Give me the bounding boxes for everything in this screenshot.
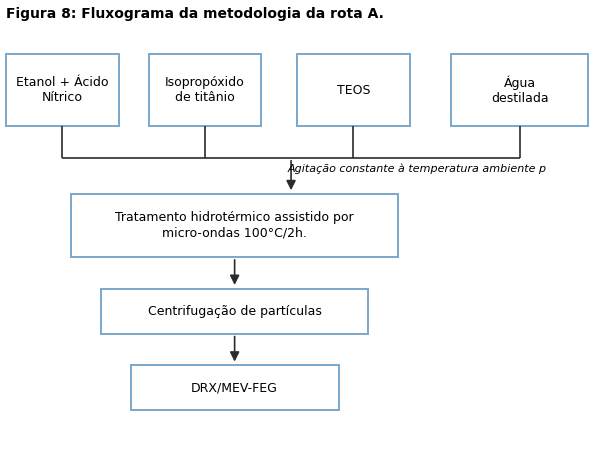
- Text: Isopropóxido
de titânio: Isopropóxido de titânio: [165, 76, 245, 104]
- FancyBboxPatch shape: [6, 54, 119, 126]
- Text: Etanol + Ácido
Nítrico: Etanol + Ácido Nítrico: [16, 76, 109, 104]
- FancyBboxPatch shape: [101, 289, 368, 334]
- Text: Água
destilada: Água destilada: [491, 75, 549, 105]
- Text: Tratamento hidrotérmico assistido por
micro-ondas 100°C/2h.: Tratamento hidrotérmico assistido por mi…: [115, 212, 354, 239]
- Text: TEOS: TEOS: [337, 84, 370, 97]
- FancyBboxPatch shape: [148, 54, 261, 126]
- FancyBboxPatch shape: [131, 365, 339, 410]
- Text: DRX/MEV-FEG: DRX/MEV-FEG: [191, 382, 278, 394]
- FancyBboxPatch shape: [451, 54, 588, 126]
- Text: Centrifugação de partículas: Centrifugação de partículas: [148, 305, 321, 318]
- Text: Agitação constante à temperatura ambiente p: Agitação constante à temperatura ambient…: [288, 164, 547, 175]
- Text: Figura 8: Fluxograma da metodologia da rota A.: Figura 8: Fluxograma da metodologia da r…: [6, 7, 384, 21]
- FancyBboxPatch shape: [297, 54, 410, 126]
- FancyBboxPatch shape: [71, 194, 398, 257]
